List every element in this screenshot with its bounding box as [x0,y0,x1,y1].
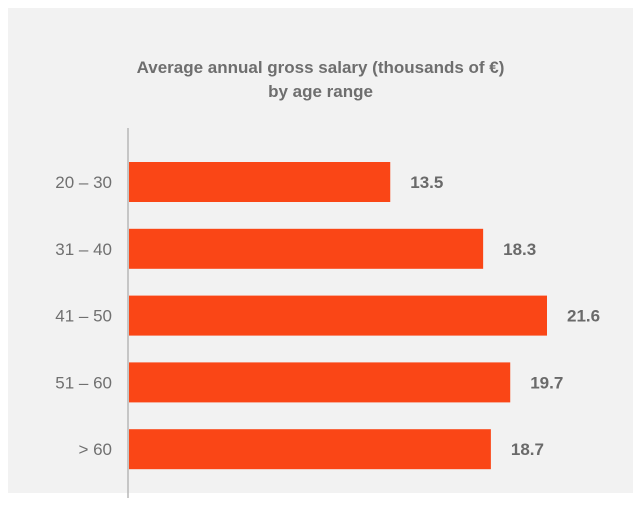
category-label-2: 31 – 40 [55,240,112,259]
value-label-2: 18.3 [503,240,536,259]
value-label-5: 18.7 [511,440,544,459]
value-label-4: 19.7 [530,373,563,392]
bar-4 [129,362,511,403]
category-label-5: > 60 [78,440,112,459]
chart-title-line-2: by age range [268,82,373,101]
chart-title: Average annual gross salary (thousands o… [8,56,633,104]
bar-5 [129,429,491,470]
bar-1 [129,162,391,202]
category-label-3: 41 – 50 [55,307,112,326]
bar-2 [129,228,484,269]
value-label-3: 21.6 [567,307,600,326]
bar-3 [129,295,547,336]
category-label-4: 51 – 60 [55,373,112,392]
category-label-1: 20 – 30 [55,173,112,192]
bars-group: 20 – 30 13.5 31 – 40 18.3 41 – 50 21.6 51 – 60… [55,162,600,470]
value-label-1: 13.5 [410,173,443,192]
chart-title-line-1: Average annual gross salary (thousands o… [136,58,505,77]
